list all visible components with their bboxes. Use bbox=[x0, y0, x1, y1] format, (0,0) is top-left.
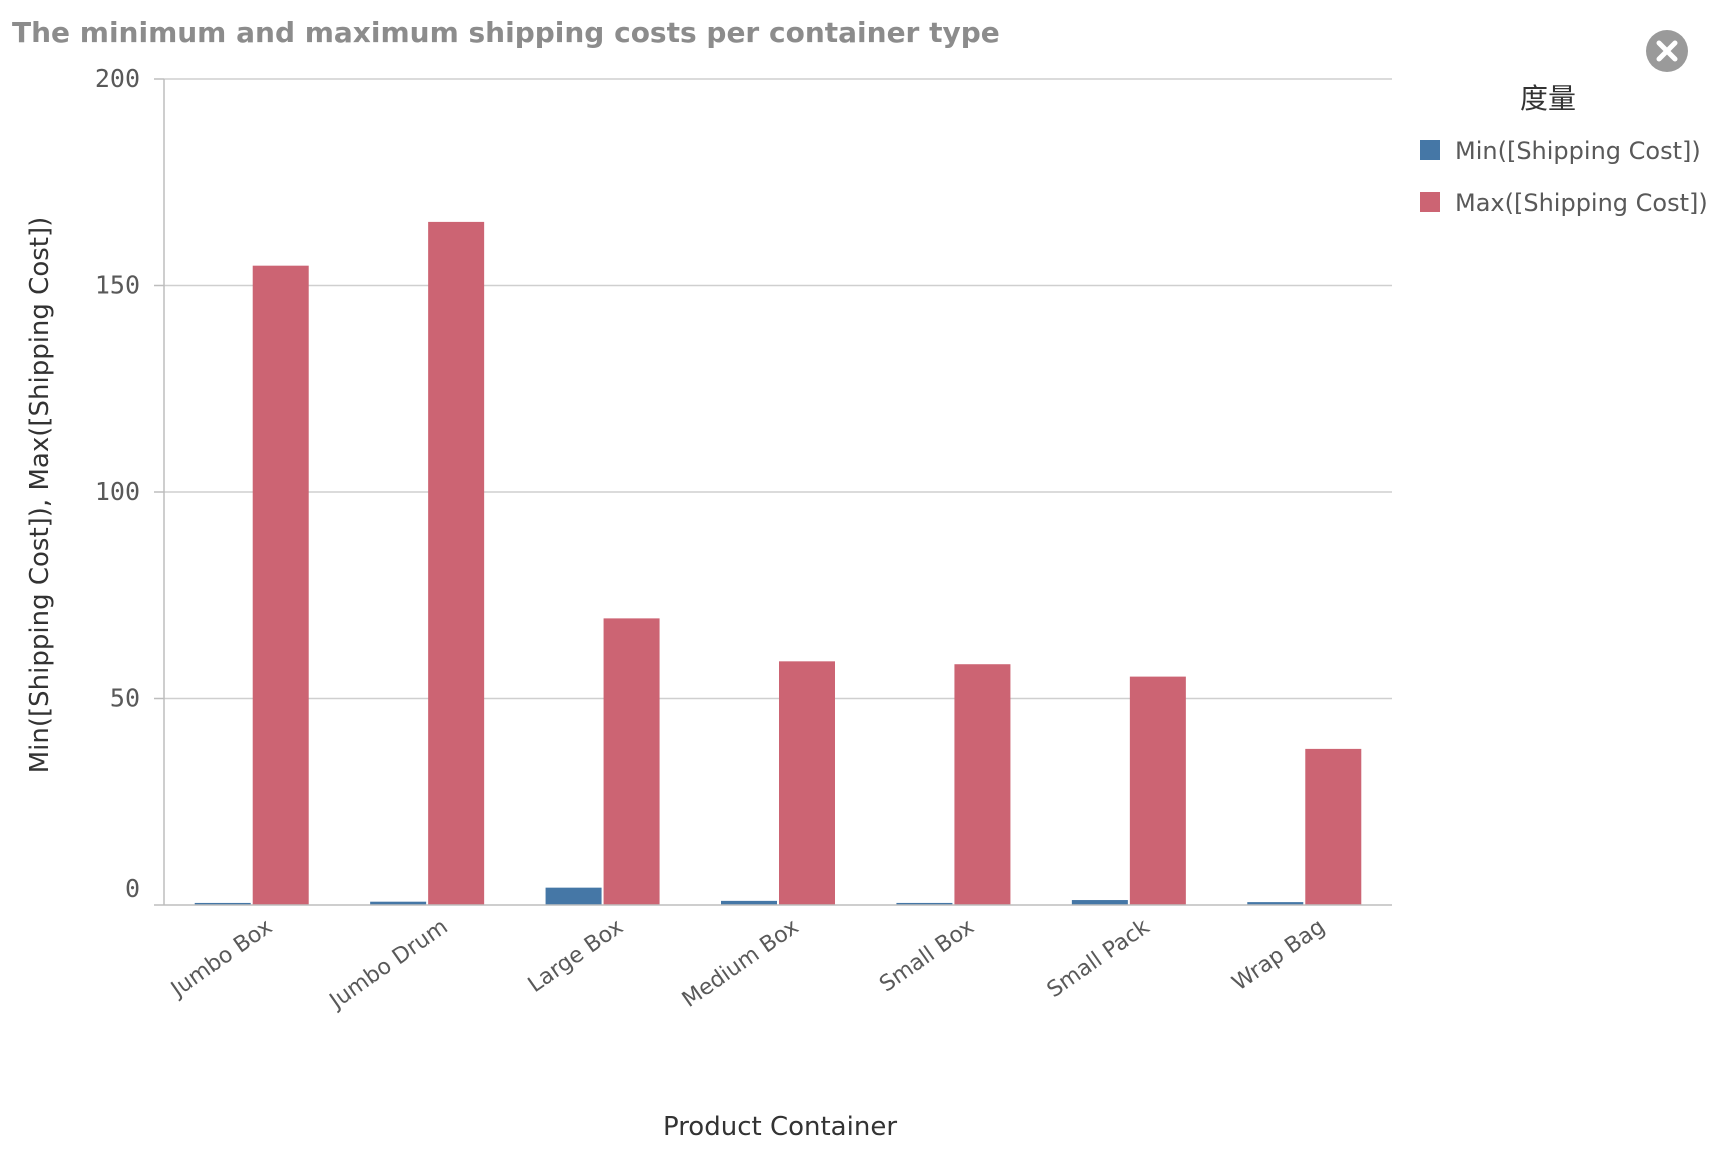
x-tick-label: Small Pack bbox=[1043, 914, 1155, 1003]
bar-max[interactable] bbox=[603, 618, 660, 905]
bar-min[interactable] bbox=[370, 901, 427, 905]
y-tick-label: 150 bbox=[95, 271, 140, 300]
bar-min[interactable] bbox=[1071, 900, 1128, 905]
bar-max[interactable] bbox=[779, 661, 835, 905]
x-axis-label: Product Container bbox=[663, 1112, 897, 1142]
x-tick-labels: Jumbo Box Jumbo Drum Large Box Medium Box Sm… bbox=[165, 914, 1330, 1015]
legend-item-min[interactable]: Min([Shipping Cost]) bbox=[1455, 137, 1701, 165]
bar-min[interactable] bbox=[896, 902, 953, 905]
y-tick-label: 0 bbox=[125, 874, 140, 903]
y-axis-label: Min([Shipping Cost]), Max([Shipping Cost… bbox=[25, 217, 55, 774]
legend-item-max[interactable]: Max([Shipping Cost]) bbox=[1455, 189, 1708, 217]
bar-max[interactable] bbox=[954, 664, 1011, 905]
close-button[interactable] bbox=[1646, 30, 1688, 72]
axes: 0 50 100 150 200 bbox=[95, 64, 1392, 906]
close-icon bbox=[1656, 40, 1678, 62]
bar-max[interactable] bbox=[1129, 676, 1186, 905]
bar-max[interactable] bbox=[252, 265, 309, 905]
legend: 度量 Min([Shipping Cost]) Max([Shipping Co… bbox=[1420, 82, 1708, 217]
bar-max[interactable] bbox=[1305, 748, 1362, 905]
x-tick-label: Wrap Bag bbox=[1228, 914, 1330, 996]
x-tick-label: Small Box bbox=[875, 914, 979, 997]
bar-max[interactable] bbox=[428, 221, 485, 905]
legend-swatch-min bbox=[1420, 140, 1440, 160]
bar-min[interactable] bbox=[545, 887, 602, 905]
x-tick-label: Jumbo Drum bbox=[324, 914, 453, 1015]
x-tick-label: Jumbo Box bbox=[165, 914, 277, 1003]
x-tick-label: Medium Box bbox=[678, 914, 804, 1012]
bar-min[interactable] bbox=[194, 902, 251, 905]
bar-min[interactable] bbox=[1247, 902, 1304, 905]
y-tick-label: 100 bbox=[95, 477, 140, 506]
grid-lines bbox=[164, 78, 1392, 700]
legend-title: 度量 bbox=[1520, 82, 1576, 115]
legend-swatch-max bbox=[1420, 192, 1440, 212]
y-tick-label: 50 bbox=[110, 684, 140, 713]
bars bbox=[194, 221, 1362, 905]
bar-min[interactable] bbox=[721, 900, 777, 905]
chart-title: The minimum and maximum shipping costs p… bbox=[12, 16, 1000, 49]
y-tick-label: 200 bbox=[95, 64, 140, 93]
x-tick-label: Large Box bbox=[524, 914, 628, 997]
